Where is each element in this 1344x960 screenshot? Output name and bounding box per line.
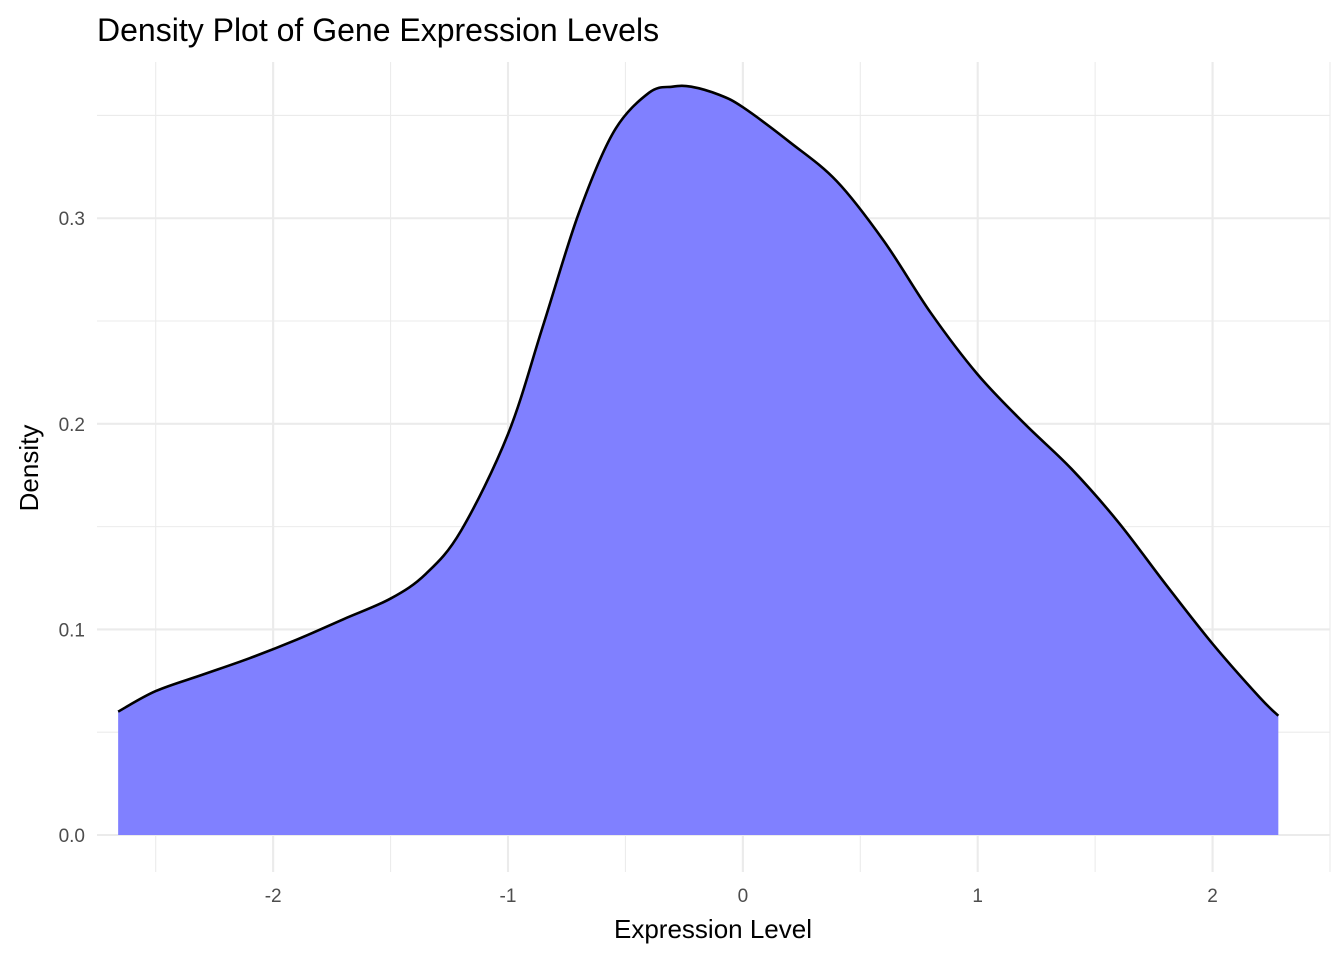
density-fill — [118, 85, 1279, 835]
x-axis-title: Expression Level — [614, 914, 812, 944]
y-tick-label: 0.2 — [59, 415, 85, 436]
x-tick-label: -1 — [500, 886, 517, 907]
y-axis-title: Density — [14, 425, 44, 512]
tick-labels: -2 -1 0 1 2 0.0 0.1 0.2 0.3 — [59, 209, 1218, 907]
density-area-layer — [117, 84, 1280, 835]
y-tick-label: 0.0 — [59, 826, 85, 847]
x-tick-label: 0 — [738, 886, 749, 907]
x-tick-label: 2 — [1207, 886, 1218, 907]
y-tick-label: 0.1 — [59, 620, 85, 641]
density-curve — [117, 84, 1280, 717]
chart-title: Density Plot of Gene Expression Levels — [97, 12, 659, 48]
x-tick-label: 1 — [972, 886, 983, 907]
x-tick-label: -2 — [265, 886, 282, 907]
y-tick-label: 0.3 — [59, 209, 85, 230]
